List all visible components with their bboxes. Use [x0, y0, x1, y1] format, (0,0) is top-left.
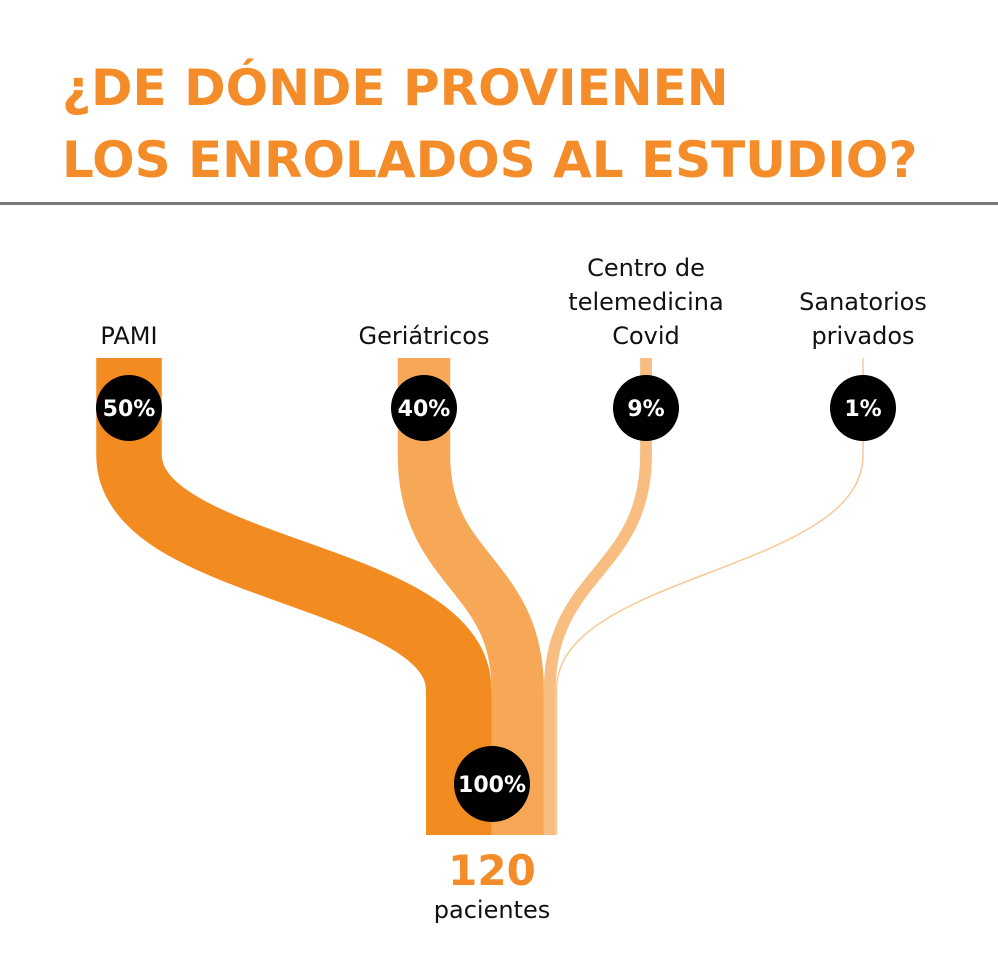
source-bubble-1: [391, 375, 457, 441]
source-label-2-line-2: Covid: [612, 322, 680, 350]
flow-0: [96, 358, 492, 835]
title-line-1: ¿DE DÓNDE PROVIENEN: [62, 59, 729, 117]
patient-unit: pacientes: [434, 896, 550, 924]
source-label-1-line-0: Geriátricos: [359, 322, 490, 350]
source-label-3-line-1: privados: [811, 322, 914, 350]
source-bubble-3: [830, 375, 896, 441]
source-value-0: 50%: [103, 397, 156, 422]
title-divider: [0, 202, 998, 205]
total-bubble: [454, 746, 530, 822]
source-bubble-2: [613, 375, 679, 441]
flow-2: [543, 358, 652, 835]
source-label-2-line-0: Centro de: [587, 254, 705, 282]
source-value-1: 40%: [398, 397, 451, 422]
source-bubble-0: [96, 375, 162, 441]
title-line-2: LOS ENROLADOS AL ESTUDIO?: [62, 131, 918, 189]
label-layer: PAMI 50% Geriátricos 40% Centro de telemedici…: [96, 254, 927, 924]
source-label-0-line-0: PAMI: [100, 322, 157, 350]
flow-3: [555, 358, 864, 835]
flow-1: [397, 358, 544, 835]
page-title: ¿DE DÓNDE PROVIENEN LOS ENROLADOS AL EST…: [62, 52, 917, 196]
patient-count: 120: [448, 846, 536, 895]
source-value-2: 9%: [627, 397, 664, 422]
total-value: 100%: [458, 773, 526, 798]
source-label-2-line-1: telemedicina: [568, 288, 723, 316]
flow-layer: [96, 358, 864, 835]
source-value-3: 1%: [844, 397, 881, 422]
source-label-3-line-0: Sanatorios: [799, 288, 927, 316]
